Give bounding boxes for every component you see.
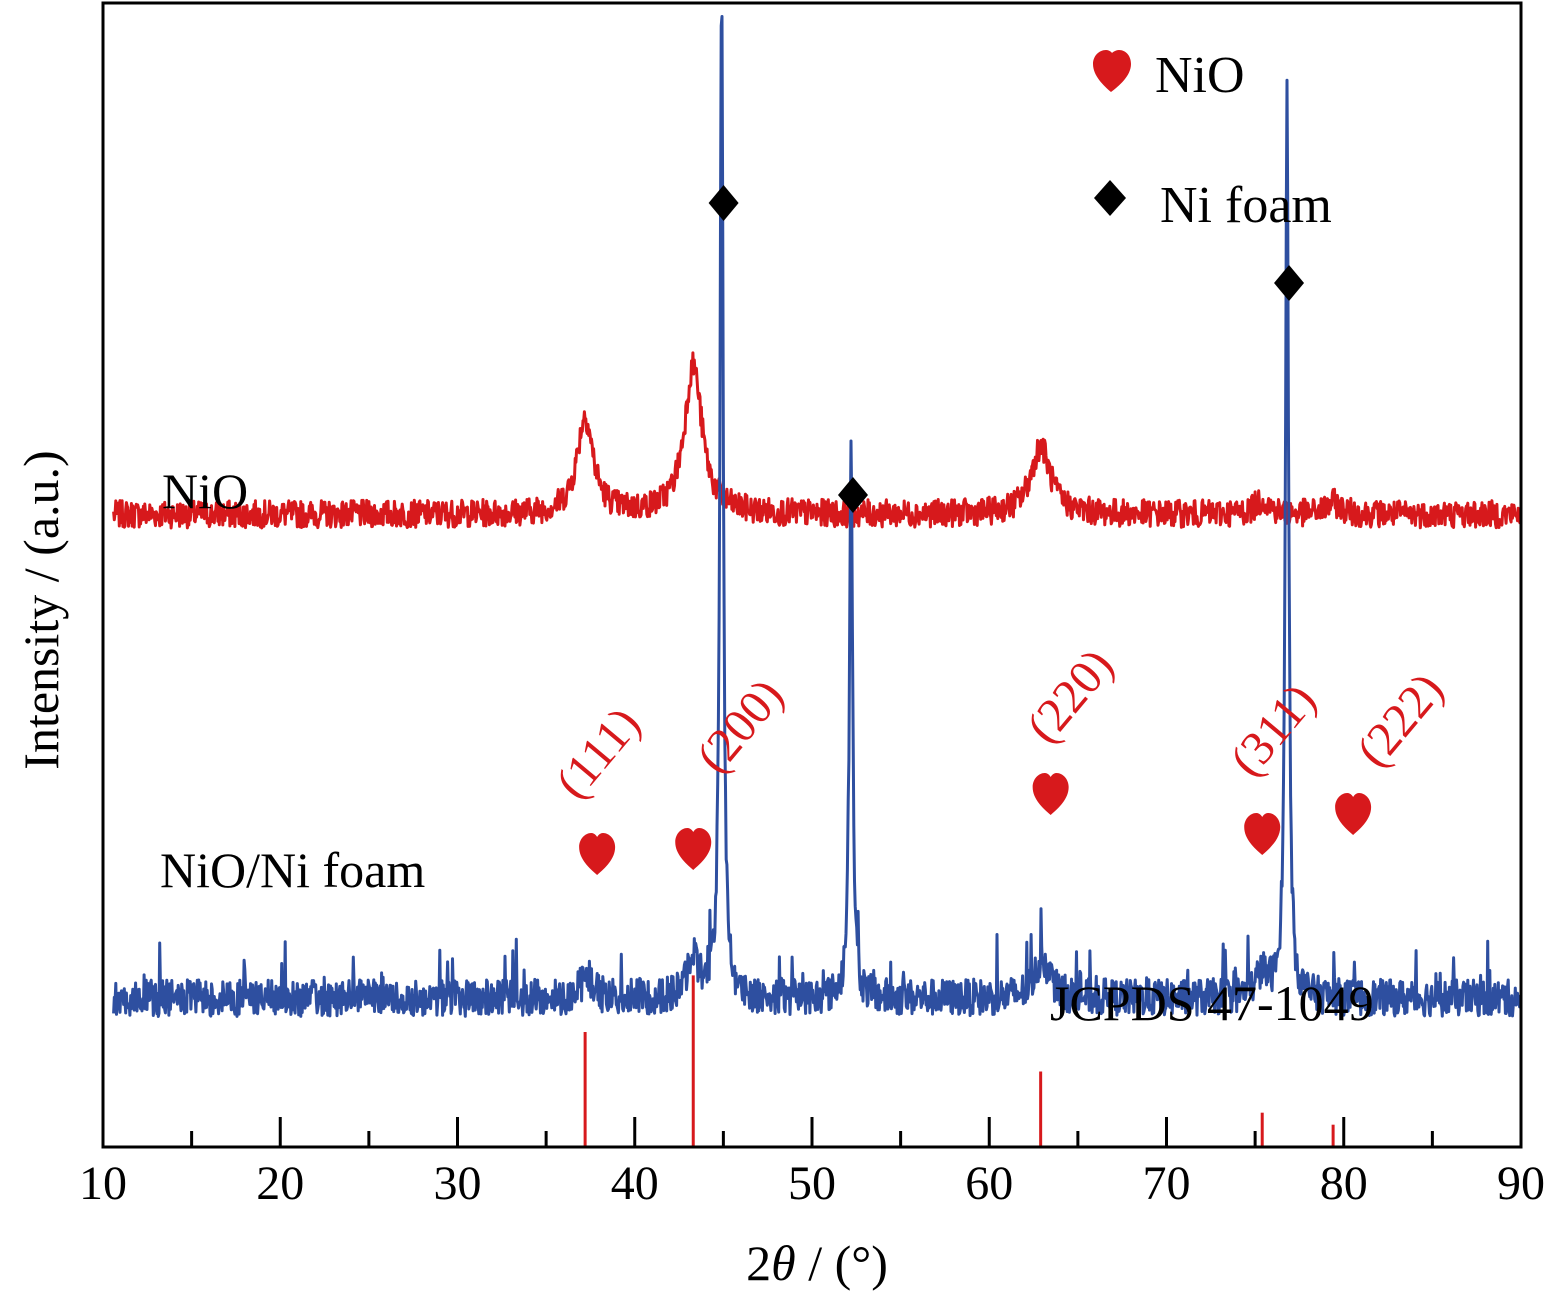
- x-tick-label: 30: [434, 1157, 482, 1210]
- heart-icon: [579, 833, 616, 875]
- diamond-icon: [837, 477, 868, 513]
- x-tick-label: 20: [256, 1157, 304, 1210]
- series-line-nio-ni-foam: [112, 15, 1522, 1018]
- legend-label-nio: NiO: [1155, 47, 1245, 104]
- x-axis-ticks: [101, 1117, 1523, 1147]
- x-axis-tick-labels: 10 20 30 40 50 60 70 80 90: [79, 1157, 1545, 1210]
- heart-icon: [1032, 773, 1069, 815]
- x-tick-label: 80: [1320, 1157, 1368, 1210]
- heart-icon: [1335, 793, 1372, 835]
- legend-label-ni-foam: Ni foam: [1160, 177, 1332, 234]
- y-axis-label: Intensity / (a.u.): [13, 450, 69, 769]
- x-tick-label: 90: [1497, 1157, 1545, 1210]
- miller-label-220: (220): [1016, 639, 1123, 753]
- x-tick-label: 40: [611, 1157, 659, 1210]
- miller-label-111: (111): [546, 698, 651, 809]
- reference-label: JCPDS 47-1049: [1050, 975, 1374, 1031]
- series-lines: [112, 15, 1522, 1018]
- diamond-icon: [1274, 265, 1305, 301]
- miller-label-311: (311): [1220, 674, 1326, 786]
- miller-index-labels: (111) (200) (220) (311) (222): [546, 639, 1454, 808]
- x-axis-label: 2θ / (°): [746, 1235, 888, 1291]
- legend-heart-icon: [1093, 50, 1131, 92]
- x-tick-label: 50: [788, 1157, 836, 1210]
- legend-diamond-icon: [1094, 180, 1126, 216]
- x-tick-label: 70: [1143, 1157, 1191, 1210]
- heart-icon: [1244, 813, 1281, 855]
- series-label-nio: NiO: [162, 463, 248, 519]
- x-tick-label: 10: [79, 1157, 127, 1210]
- peak-markers: [579, 185, 1372, 875]
- miller-label-200: (200): [686, 669, 793, 783]
- series-line-nio: [112, 351, 1522, 530]
- miller-label-222: (222): [1346, 663, 1453, 777]
- series-label-nio-ni-foam: NiO/Ni foam: [160, 842, 425, 898]
- diamond-icon: [708, 185, 739, 221]
- x-tick-label: 60: [965, 1157, 1013, 1210]
- legend: NiO Ni foam: [1093, 47, 1332, 234]
- heart-icon: [675, 828, 712, 870]
- reference-lines: [583, 975, 1335, 1147]
